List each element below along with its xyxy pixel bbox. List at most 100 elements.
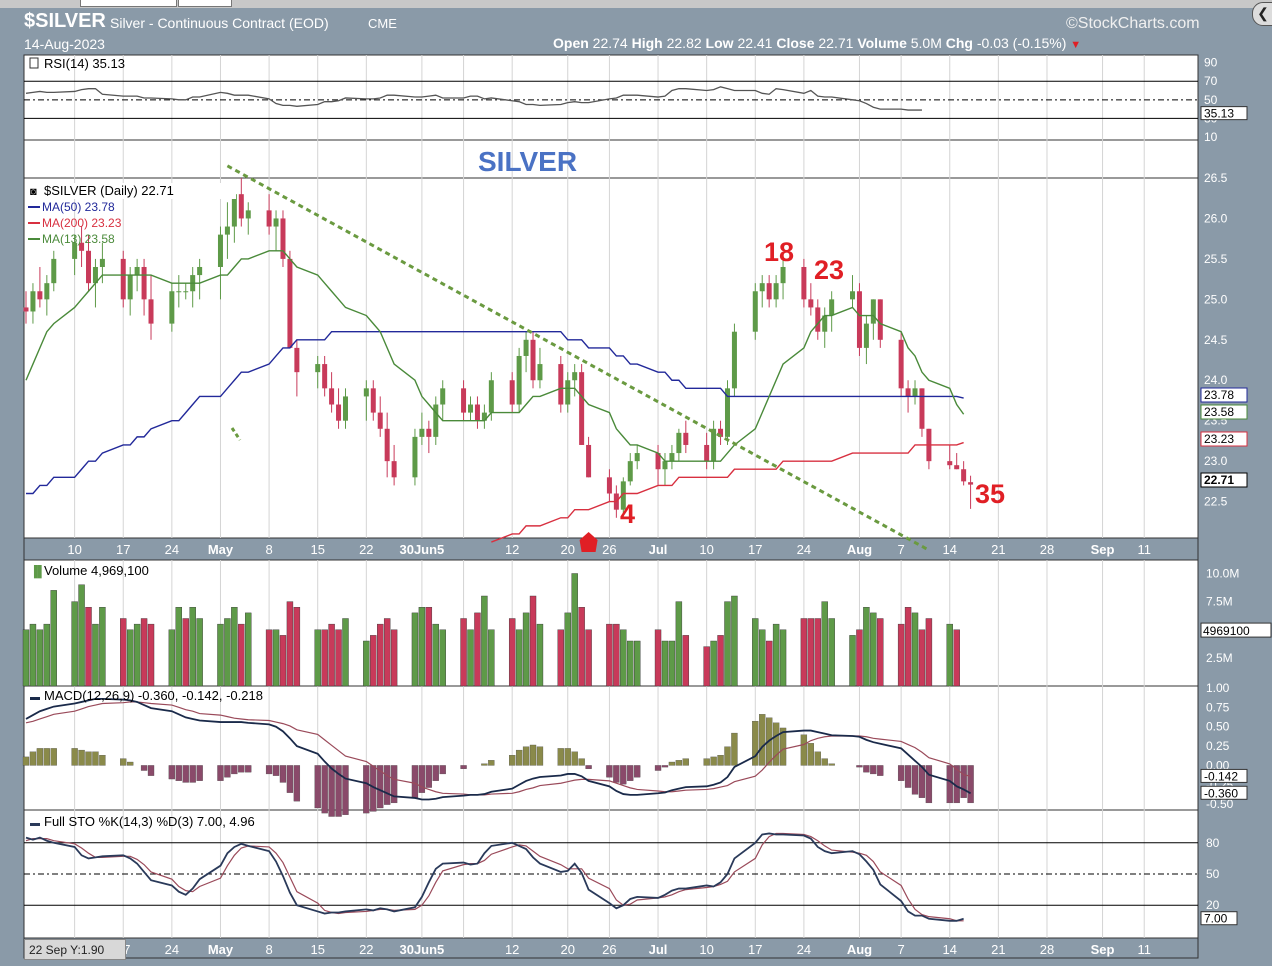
x-tick-label: 24	[165, 542, 179, 557]
candle-body	[919, 388, 925, 429]
candle-body	[481, 412, 487, 421]
candle-body	[822, 315, 828, 332]
candle-body	[245, 210, 251, 219]
macd-signal-line	[25, 701, 971, 796]
macd-histogram-bar	[189, 765, 196, 783]
candle-body	[72, 242, 78, 259]
volume-bar	[120, 618, 127, 687]
volume-tick-label: 7.5M	[1206, 595, 1233, 609]
volume-bar	[418, 607, 426, 687]
macd-histogram-bar	[724, 746, 731, 766]
x-tick-label: 26	[602, 542, 616, 557]
macd-histogram-bar	[585, 765, 592, 769]
price-last-label: 23.78	[1204, 388, 1234, 402]
macd-tick-label: 0.25	[1206, 739, 1230, 753]
price-last-badge	[1200, 404, 1248, 420]
toolbar-tab[interactable]	[178, 0, 232, 7]
macd-histogram-bar	[272, 765, 280, 776]
candle-body	[523, 339, 529, 356]
volume-bar	[126, 629, 134, 687]
volume-bar	[182, 618, 189, 687]
volume-bar	[85, 607, 92, 687]
macd-histogram-bar	[224, 765, 231, 778]
rsi-tick-label: 90	[1204, 56, 1218, 70]
chg-down-arrow-icon: ▼	[1070, 39, 1082, 51]
macd-histogram-bar	[231, 765, 238, 775]
collapse-button[interactable]: ❮	[1252, 2, 1272, 26]
macd-histogram-bar	[71, 748, 78, 766]
volume-bar	[370, 635, 377, 687]
macd-tick-label: -0.50	[1206, 797, 1234, 811]
macd-histogram-bar	[522, 746, 530, 766]
candle-body	[572, 372, 578, 381]
macd-histogram-bar	[536, 746, 544, 766]
macd-legend-icon: ▬	[30, 692, 40, 703]
macd-histogram-bar	[460, 765, 467, 769]
candle-body	[711, 428, 717, 462]
volume-bar	[606, 623, 613, 687]
axis-sil	[1199, 140, 1250, 178]
x-tick-label: Sep	[1091, 942, 1115, 957]
x-tick-label: 7	[898, 942, 905, 957]
candle-body	[231, 194, 237, 227]
candle-body	[808, 299, 814, 308]
macd-histogram-bar	[828, 763, 835, 766]
candle-body	[961, 469, 967, 482]
macd-histogram-bar	[772, 722, 780, 766]
candle-legend-icon: ◙	[30, 186, 37, 198]
candle-body	[509, 380, 515, 405]
volume-bar	[224, 618, 231, 687]
price-tick-label: 26.5	[1204, 171, 1228, 185]
x-tick-label: 21	[991, 942, 1005, 957]
macd-histogram-bar	[265, 765, 273, 775]
volume-bar	[613, 623, 620, 687]
candle-body	[579, 372, 585, 445]
toolbar-tab[interactable]	[80, 0, 177, 7]
macd-histogram-bar	[564, 748, 571, 766]
macd-histogram-bar	[606, 765, 613, 778]
exchange-label: CME	[368, 16, 397, 31]
x-tick-label: Aug	[847, 542, 872, 557]
volume-bar	[765, 640, 773, 687]
price-tick-label: 23.0	[1204, 454, 1228, 468]
macd-histogram-bar	[654, 765, 662, 771]
macd-histogram-bar	[78, 749, 85, 766]
macd-last-label: -0.360	[1204, 786, 1238, 800]
rsi-tick-label: 50	[1204, 93, 1218, 107]
macd-histogram-bar	[439, 765, 446, 775]
macd-histogram-bar	[286, 765, 294, 793]
candle-body	[947, 461, 953, 466]
x-tick-label: 7	[898, 542, 905, 557]
x-tick-label: 11	[1137, 942, 1151, 957]
candle-body	[850, 291, 856, 300]
candle-body	[912, 388, 918, 397]
candle-body	[780, 266, 786, 284]
volume-bar	[571, 573, 578, 687]
macd-histogram-bar	[529, 744, 537, 766]
sto-tick-label: 20	[1206, 898, 1220, 912]
candle-body	[627, 461, 633, 482]
macd-histogram-bar	[863, 765, 870, 773]
chg-value: -0.03 (-0.15%)	[976, 35, 1067, 51]
sto-k-line	[25, 832, 964, 922]
low-value: 22.41	[737, 35, 773, 51]
volume-bar	[911, 612, 919, 687]
price-tick-label: 26.0	[1204, 211, 1228, 225]
candle-body	[426, 428, 432, 437]
candle-body	[856, 291, 862, 348]
candle-body	[99, 258, 105, 267]
volume-bar	[877, 618, 884, 687]
volume-bar	[168, 629, 176, 687]
ma50-line	[26, 331, 964, 495]
candle-body	[315, 364, 321, 373]
candle-body	[224, 226, 230, 235]
high-label: High	[631, 35, 663, 51]
top-toolbar-strip	[0, 0, 1272, 8]
x-tick-label: 17	[116, 542, 130, 557]
volume-bar	[557, 629, 564, 687]
x-tick-label: 24	[797, 542, 811, 557]
candle-body	[586, 444, 592, 478]
macd-last-label: -0.142	[1204, 769, 1238, 783]
volume-bar	[620, 629, 627, 687]
